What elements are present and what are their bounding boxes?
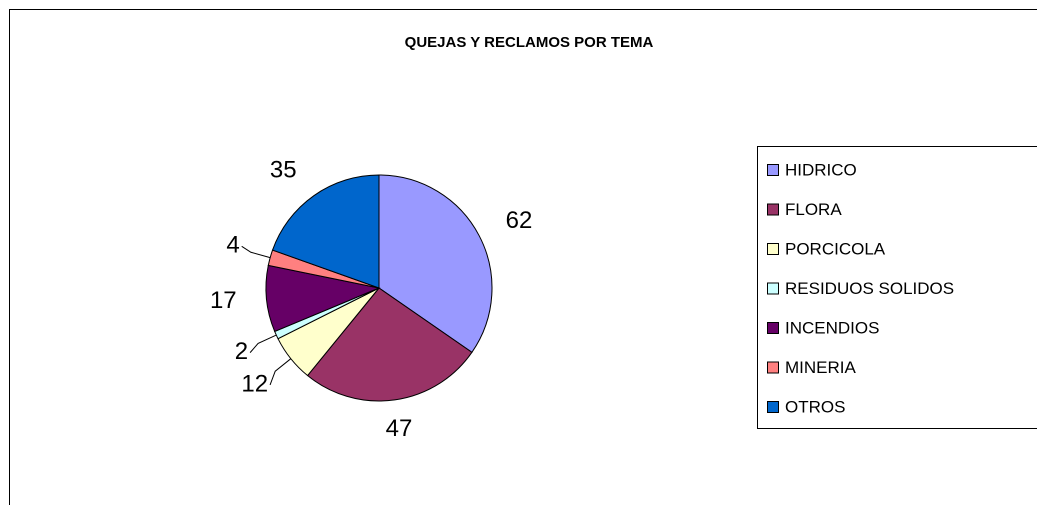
legend-label: RESIDUOS SOLIDOS <box>785 279 954 298</box>
legend-swatch <box>767 243 779 255</box>
leader-line <box>249 334 277 353</box>
legend-box <box>757 146 1037 429</box>
legend-label: MINERIA <box>785 358 857 377</box>
legend-swatch <box>767 401 779 413</box>
legend-swatch <box>767 164 779 176</box>
legend-swatch <box>767 203 779 216</box>
leader-line <box>269 358 292 386</box>
pie-slice <box>378 174 493 354</box>
pie-slice <box>306 287 473 402</box>
data-label: 62 <box>506 207 533 234</box>
pie-slice <box>271 174 380 289</box>
leader-line <box>241 245 271 259</box>
data-label: 17 <box>210 287 237 314</box>
legend-label: HIDRICO <box>785 160 857 179</box>
legend-swatch <box>767 282 779 295</box>
legend-label: OTROS <box>785 397 845 416</box>
legend-label: INCENDIOS <box>785 318 879 337</box>
data-label: 12 <box>241 370 268 397</box>
data-label: 4 <box>226 232 239 259</box>
legend-label: PORCICOLA <box>785 239 886 258</box>
legend-swatch <box>767 322 779 334</box>
legend-label: FLORA <box>785 200 842 219</box>
chart-title: QUEJAS Y RECLAMOS POR TEMA <box>405 34 654 51</box>
data-label: 35 <box>270 156 297 183</box>
legend-swatch <box>767 361 779 374</box>
data-label: 47 <box>386 415 413 442</box>
data-label: 2 <box>235 338 248 365</box>
chart-frame <box>9 9 1037 505</box>
